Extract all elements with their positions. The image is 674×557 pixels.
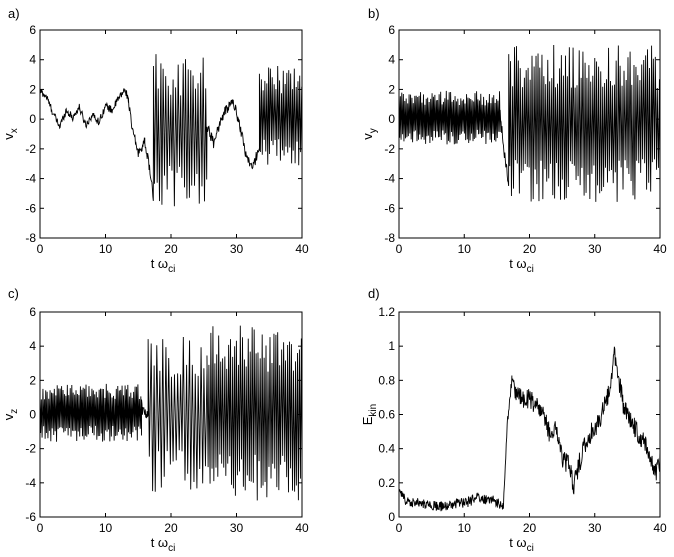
panel-label: a): [8, 6, 20, 21]
y-tick-label: 6: [29, 305, 36, 319]
y-tick-label: -2: [384, 142, 395, 156]
x-tick-label: 30: [230, 242, 244, 256]
y-tick-label: -6: [25, 201, 36, 215]
y-tick-label: -8: [25, 231, 36, 245]
y-axis-label: vx: [1, 128, 20, 140]
panel-label: d): [368, 286, 380, 301]
y-tick-label: 1: [388, 339, 395, 353]
x-tick-label: 0: [37, 521, 44, 535]
x-axis-label: t ωci: [151, 256, 176, 275]
series-line: [40, 325, 302, 501]
x-tick-label: 40: [653, 242, 667, 256]
x-tick-label: 0: [396, 242, 403, 256]
axes-box: [398, 311, 661, 518]
y-tick-label: 0.8: [378, 373, 395, 387]
y-tick-label: 0: [388, 112, 395, 126]
x-tick-label: 20: [523, 521, 537, 535]
y-tick-label: 0.2: [378, 476, 395, 490]
y-tick-label: -2: [25, 442, 36, 456]
y-tick-label: 0: [388, 510, 395, 524]
y-tick-label: 2: [29, 373, 36, 387]
y-tick-label: 0: [29, 112, 36, 126]
x-tick-label: 30: [230, 521, 244, 535]
x-tick-label: 40: [653, 521, 667, 535]
y-axis-label: Ekin: [360, 404, 379, 425]
x-tick-label: 20: [523, 242, 537, 256]
x-tick-label: 0: [37, 242, 44, 256]
y-tick-label: 2: [388, 82, 395, 96]
x-tick-label: 20: [164, 521, 178, 535]
x-tick-label: 0: [396, 521, 403, 535]
series-line: [399, 45, 660, 202]
panel-c: c) 0 10 20 30 40 -6 -4 -2 0 2 4 6 t ωci vz: [1, 286, 309, 554]
y-tick-label: -6: [384, 201, 395, 215]
y-tick-label: -4: [384, 172, 395, 186]
x-tick-label: 10: [99, 521, 113, 535]
y-tick-label: 4: [29, 53, 36, 67]
panel-a: a) 0 10 20 30 40 -8 -6 -4 -2 0 2 4 6 t ωci vx: [1, 6, 309, 275]
y-tick-label: 1.2: [378, 305, 395, 319]
series-line: [40, 54, 302, 207]
y-tick-label: 4: [29, 339, 36, 353]
y-tick-label: 0: [29, 408, 36, 422]
panel-label: c): [8, 286, 19, 301]
x-tick-label: 10: [99, 242, 113, 256]
y-tick-label: -8: [384, 231, 395, 245]
x-tick-label: 10: [458, 242, 472, 256]
x-tick-label: 30: [588, 242, 602, 256]
x-tick-label: 40: [295, 521, 309, 535]
y-tick-label: 4: [388, 53, 395, 67]
y-tick-label: 0.4: [378, 442, 395, 456]
x-axis-label: t ωci: [151, 535, 176, 554]
x-axis-label: t ωci: [509, 535, 534, 554]
panel-b: b) 0 10 20 30 40 -8 -6 -4 -2 0 2 4 6 t ωci vy: [360, 6, 667, 275]
x-tick-label: 20: [164, 242, 178, 256]
x-tick-label: 30: [588, 521, 602, 535]
panel-d: d) 0 10 20 30 40 0 0.2 0.4 0.6 0.8 1 1.2 t ωci Ekin: [360, 286, 667, 554]
y-tick-label: 6: [29, 23, 36, 37]
y-tick-label: -6: [25, 510, 36, 524]
y-tick-label: 6: [388, 23, 395, 37]
x-axis-label: t ωci: [509, 256, 534, 275]
y-tick-label: 2: [29, 82, 36, 96]
y-axis-label: vz: [1, 409, 20, 421]
y-tick-label: -2: [25, 142, 36, 156]
y-tick-label: -4: [25, 476, 36, 490]
panel-label: b): [368, 6, 380, 21]
y-tick-label: 0.6: [378, 408, 395, 422]
y-axis-label: vy: [360, 128, 379, 140]
x-tick-label: 40: [295, 242, 309, 256]
x-tick-label: 10: [458, 521, 472, 535]
series-line: [399, 346, 660, 512]
y-tick-label: -4: [25, 172, 36, 186]
